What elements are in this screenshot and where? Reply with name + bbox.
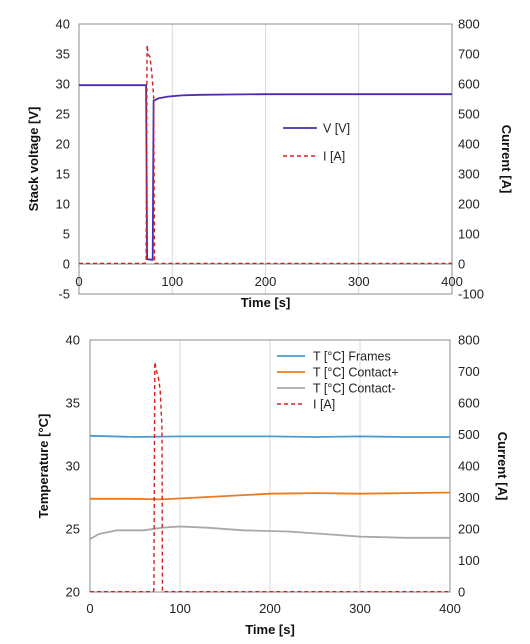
series-line-v-v- [79, 84, 452, 261]
y-tick-label: 25 [56, 107, 70, 122]
chart-2: 0 100 200 300 400202530354001002003004005006… [36, 333, 510, 638]
y2-tick-label: 500 [458, 107, 480, 122]
y2-tick-label: 800 [458, 333, 480, 348]
y-tick-label: -5 [58, 287, 70, 302]
y2-axis-label: Current [A] [495, 432, 510, 501]
chart-1: 0 100 200 300 400 -5 0 5 10 15 20 25 30 35 40 -100 0 100 2… [26, 17, 514, 311]
y-tick-label: 5 [63, 227, 70, 242]
y-tick-label: 40 [56, 17, 70, 32]
x-tick-label: 400 [441, 274, 463, 289]
x-tick-label: 0 [75, 274, 82, 289]
series-line-t-c-contact- [89, 525, 450, 540]
y-tick-label: 0 [63, 257, 70, 272]
y2-tick-label: 0 [458, 257, 465, 272]
x-tick-label: 400 [439, 601, 461, 616]
y-tick-label: 30 [66, 459, 80, 474]
y2-tick-label: 400 [458, 137, 480, 152]
y2-tick-label: 200 [458, 522, 480, 537]
y2-tick-label: 800 [458, 17, 480, 32]
y2-tick-label: 0 [458, 585, 465, 600]
y2-tick-label: 700 [458, 47, 480, 62]
y2-tick-label: 100 [458, 553, 480, 568]
y-tick-label: 40 [66, 333, 80, 348]
legend-label: I [A] [313, 398, 335, 412]
legend-label: T [°C] Frames [313, 350, 391, 364]
y-axis-label: Temperature [°C] [36, 414, 51, 519]
legend-label: V [V] [323, 122, 350, 136]
series-line-i-a- [79, 44, 452, 265]
y-tick-label: 35 [56, 47, 70, 62]
x-tick-label: 100 [161, 274, 183, 289]
y2-tick-label: 600 [458, 396, 480, 411]
y2-tick-label: 300 [458, 490, 480, 505]
x-tick-label: 100 [169, 601, 191, 616]
x-tick-label: 0 [86, 601, 93, 616]
legend: T [°C] Frames T [°C] Contact+ T [°C] Conta… [277, 350, 399, 412]
y-tick-label: 20 [56, 137, 70, 152]
x-axis-label: Time [s] [245, 622, 295, 637]
x-tick-label: 200 [255, 274, 277, 289]
x-tick-label: 200 [259, 601, 281, 616]
series-line-i-a- [90, 361, 450, 593]
y2-axis-label: Current [A] [499, 125, 514, 194]
y2-tick-label: -100 [458, 287, 484, 302]
x-tick-label: 300 [349, 601, 371, 616]
x-tick-label: 300 [348, 274, 370, 289]
y-axis-label: Stack voltage [V] [26, 107, 41, 212]
series-line-t-c-frames [89, 434, 450, 438]
y2-tick-label: 300 [458, 167, 480, 182]
y2-tick-label: 700 [458, 364, 480, 379]
y-tick-label: 20 [66, 585, 80, 600]
x-axis-label: Time [s] [241, 295, 291, 310]
y-tick-label: 15 [56, 167, 70, 182]
y-tick-label: 30 [56, 77, 70, 92]
y2-tick-label: 600 [458, 77, 480, 92]
y-tick-label: 25 [66, 522, 80, 537]
series-line-t-c-contact+ [90, 491, 451, 501]
y2-tick-label: 100 [458, 227, 480, 242]
legend-label: I [A] [323, 150, 345, 164]
y2-tick-label: 200 [458, 197, 480, 212]
legend-label: T [°C] Contact+ [313, 366, 399, 380]
y2-tick-label: 400 [458, 459, 480, 474]
y-tick-label: 35 [66, 396, 80, 411]
plot-area [78, 23, 453, 295]
legend: V [V] I [A] [283, 122, 350, 164]
y2-tick-label: 500 [458, 427, 480, 442]
y-tick-label: 10 [56, 197, 70, 212]
legend-label: T [°C] Contact- [313, 382, 396, 396]
